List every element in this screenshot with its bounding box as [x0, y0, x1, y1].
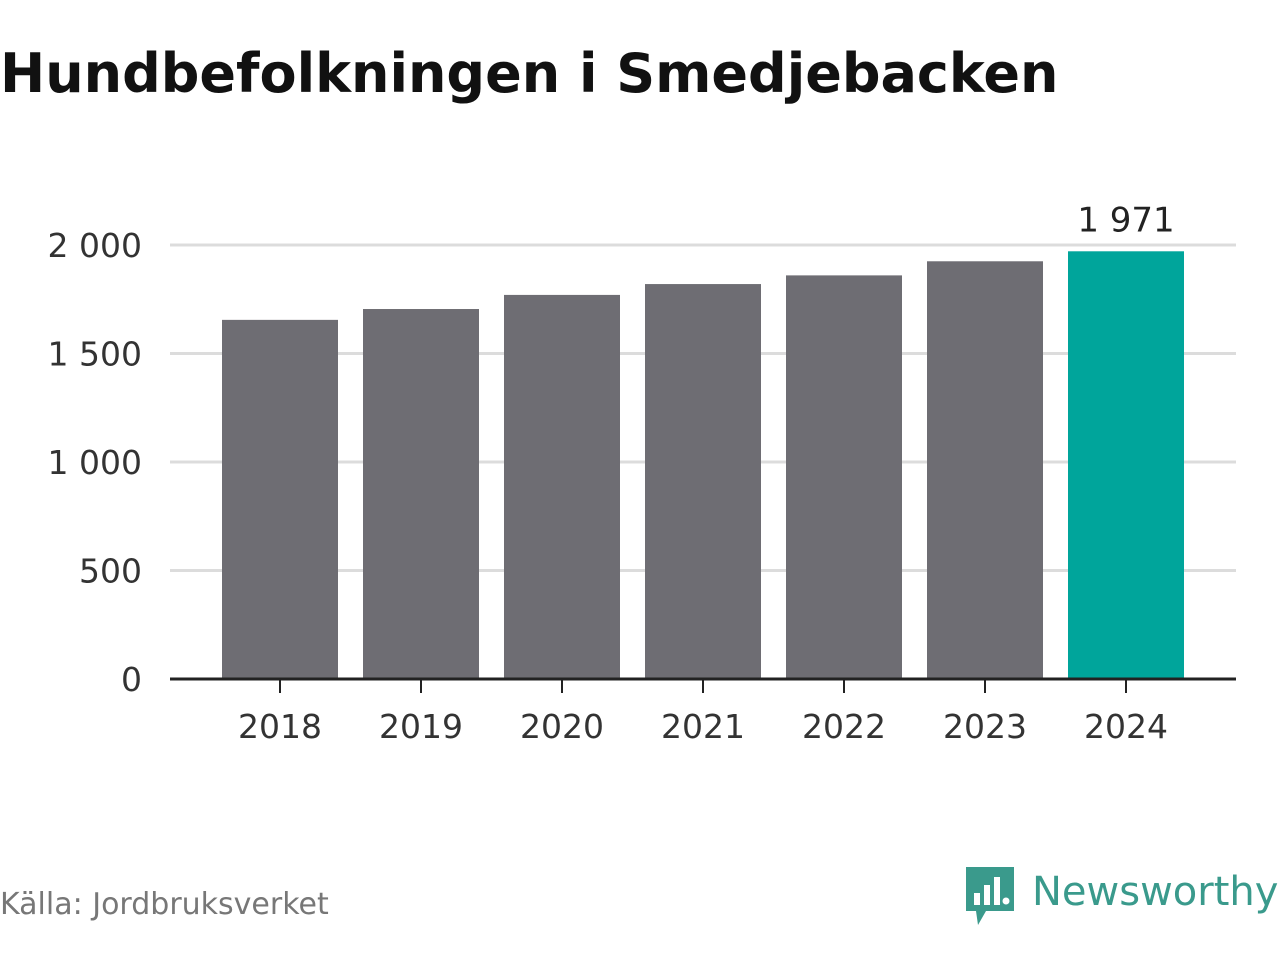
x-tick-label: 2024: [1084, 707, 1168, 746]
y-tick-label: 0: [121, 660, 142, 699]
x-axis: 2018 2019 2020 2021 2022 2023 2024: [170, 677, 1236, 746]
data-label: 1 971: [1077, 200, 1174, 240]
bar-2023: [927, 261, 1043, 679]
bar-2021: [645, 284, 761, 679]
bars: [222, 251, 1184, 679]
x-tick-label: 2021: [661, 707, 745, 746]
bar-2020: [504, 294, 620, 679]
chart-title: Hundbefolkningen i Smedjebacken: [0, 42, 1059, 105]
bar-2024: [1068, 251, 1184, 679]
bar-2019: [363, 309, 479, 679]
y-tick-label: 2 000: [48, 226, 142, 265]
data-labels: 1 971: [1077, 200, 1174, 240]
x-tick-label: 2022: [802, 707, 886, 746]
x-tick-label: 2020: [520, 707, 604, 746]
y-tick-label: 500: [79, 552, 142, 591]
brand-name: Newsworthy: [1032, 869, 1279, 915]
x-tick-label: 2023: [943, 707, 1027, 746]
y-axis-labels: 0 500 1 000 1 500 2 000: [48, 226, 142, 699]
newsworthy-logo-icon: [966, 867, 1014, 925]
y-tick-label: 1 000: [48, 443, 142, 482]
brand-logo: Newsworthy: [964, 864, 1278, 928]
x-tick-label: 2019: [379, 707, 463, 746]
x-tick-label: 2018: [238, 707, 322, 746]
bar-2022: [786, 275, 902, 679]
y-tick-label: 1 500: [48, 335, 142, 374]
source-note: Källa: Jordbruksverket: [0, 887, 329, 922]
bar-2018: [222, 319, 338, 679]
